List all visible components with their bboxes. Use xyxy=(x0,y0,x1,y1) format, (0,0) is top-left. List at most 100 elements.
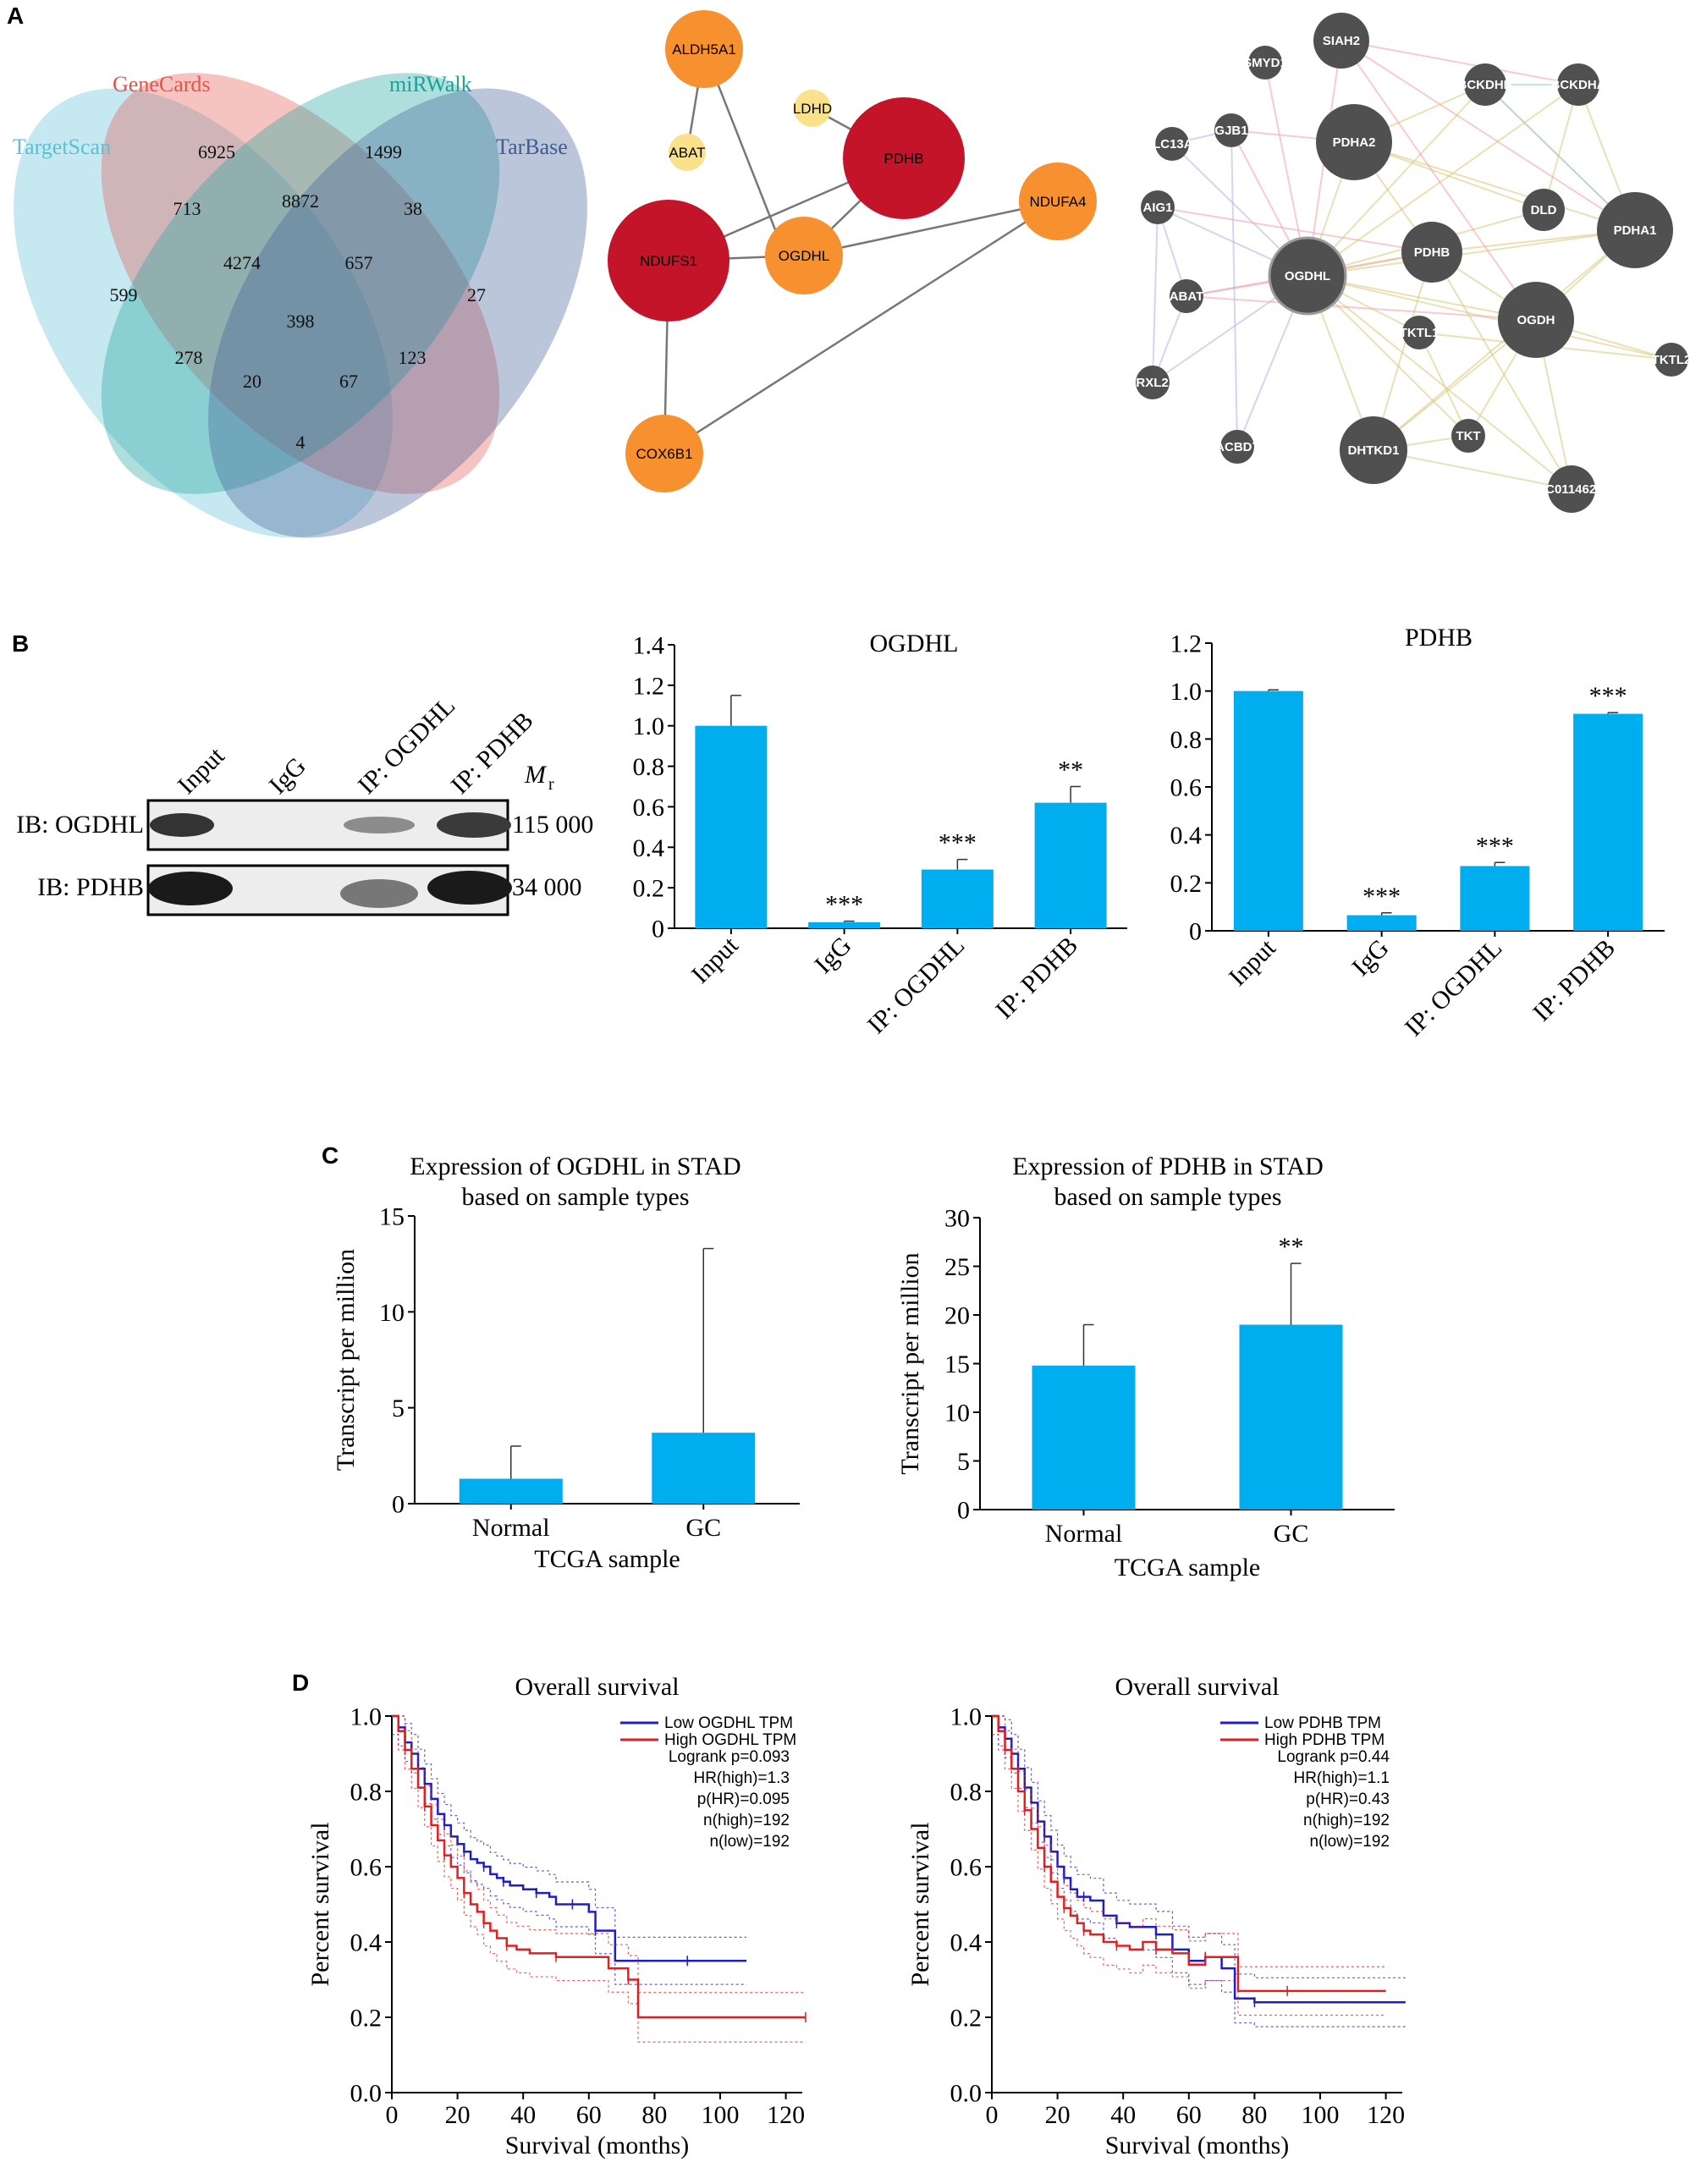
y-tick-label: 5 xyxy=(957,1448,970,1476)
y-tick-label: 0.4 xyxy=(950,1929,983,1957)
venn-label-mirwalk: miRWalk xyxy=(389,72,472,96)
bar-chart-pdhb-stad: 0 5 10 15 20 25 30 Normal ** GC Expression of PDHB… xyxy=(896,1153,1395,1582)
node-label: LDHD xyxy=(793,101,832,117)
venn-count: 657 xyxy=(345,252,373,273)
stat-text: HR(high)=1.1 xyxy=(1293,1769,1390,1787)
x-axis-label: TCGA sample xyxy=(1115,1554,1261,1582)
y-tick-label: 0.8 xyxy=(350,1779,383,1807)
chart-title: Overall survival xyxy=(515,1673,679,1701)
y-tick-label: 1.4 xyxy=(633,632,665,660)
category-label: IP: PDHB xyxy=(1528,934,1621,1027)
node-prxl2a[interactable] xyxy=(1136,366,1170,399)
node-pdha2[interactable] xyxy=(1316,104,1392,180)
node-ldhd[interactable] xyxy=(794,90,831,127)
node-bckdha[interactable] xyxy=(1557,63,1599,106)
y-tick-label: 1.0 xyxy=(350,1703,383,1731)
y-tick-label: 25 xyxy=(944,1253,970,1281)
venn-count: 27 xyxy=(467,284,486,305)
bar xyxy=(1032,1365,1136,1510)
node-label: ALDH5A1 xyxy=(672,41,736,58)
mr-subscript: r xyxy=(548,775,554,794)
venn-count: 4 xyxy=(296,432,306,453)
node-label: OGDHL xyxy=(1285,269,1330,283)
bar xyxy=(695,725,768,928)
y-axis-label: Percent survival xyxy=(906,1822,934,1986)
node-ogdh[interactable] xyxy=(1498,282,1574,358)
y-tick-label: 0.6 xyxy=(633,794,665,822)
node-tkt[interactable] xyxy=(1451,419,1485,453)
node-ogdhl[interactable] xyxy=(765,217,843,294)
node-label: GJB1 xyxy=(1214,124,1247,138)
x-tick-label: 100 xyxy=(1302,2101,1340,2129)
node-dld[interactable] xyxy=(1522,189,1565,231)
node-acbd7[interactable] xyxy=(1220,430,1254,464)
mr-label: M xyxy=(524,761,548,789)
node-label: ACBD7 xyxy=(1215,440,1259,454)
node-label: SIAH2 xyxy=(1323,34,1360,48)
node-label: SMYD1 xyxy=(1243,56,1287,70)
legend-label: Low PDHB TPM xyxy=(1264,1714,1381,1732)
venn-count: 713 xyxy=(173,198,201,219)
x-tick-label: 40 xyxy=(510,2101,536,2129)
y-tick-label: 15 xyxy=(379,1203,405,1231)
node-dhtkd1[interactable] xyxy=(1340,416,1407,484)
band-pdhb-input xyxy=(148,872,233,905)
blot-mw-label: 34 000 xyxy=(512,873,582,901)
node-label: PDHB xyxy=(884,151,923,167)
node-slc13a1[interactable] xyxy=(1155,127,1189,161)
band-pdhb-ip-pdhb xyxy=(427,871,512,905)
node-siah2[interactable] xyxy=(1313,13,1369,69)
y-tick-label: 0.6 xyxy=(950,1854,983,1882)
confidence-band xyxy=(392,1715,747,1938)
lane-label: IgG xyxy=(264,752,311,800)
node-ogdhl-query[interactable] xyxy=(1268,236,1347,316)
venn-label-targetscan: TargetScan xyxy=(13,135,111,159)
x-axis-label: Survival (months) xyxy=(1105,2132,1290,2159)
node-abat[interactable] xyxy=(669,134,706,171)
node-cox6b1[interactable] xyxy=(625,415,703,492)
bar-chart-ogdhl-stad: 0 5 10 15 Normal GC Expression of OGDHL in STA… xyxy=(332,1153,800,1573)
node-label: PRXL2A xyxy=(1127,376,1177,390)
bar xyxy=(1233,690,1303,931)
category-label: IP: OGDHL xyxy=(1400,934,1508,1042)
x-tick-label: 0 xyxy=(386,2101,399,2129)
node-label: PDHB xyxy=(1414,245,1451,260)
category-label: Input xyxy=(1224,933,1282,992)
node-aig1[interactable] xyxy=(1141,190,1175,224)
legend-label: Low OGDHL TPM xyxy=(664,1714,793,1732)
y-tick-label: 20 xyxy=(944,1302,970,1330)
node-tktl2[interactable] xyxy=(1654,343,1688,377)
node-ndufs1[interactable] xyxy=(608,200,729,322)
node-label: BCKDHA xyxy=(1551,78,1606,92)
node-gjb1[interactable] xyxy=(1214,113,1248,147)
chart-title: Expression of OGDHL in STAD xyxy=(410,1153,740,1180)
y-axis-label: Transcript per million xyxy=(332,1249,360,1471)
stat-text: Logrank p=0.44 xyxy=(1277,1748,1390,1766)
bar xyxy=(1034,802,1107,928)
y-tick-label: 1.2 xyxy=(1170,630,1203,658)
node-pdhb[interactable] xyxy=(1401,222,1462,283)
node-tktl1[interactable] xyxy=(1402,316,1436,349)
bar-chart-pdhb-coip: 0 0.2 0.4 0.6 0.8 1.0 1.2 Input *** IgG *** IP: OGD… xyxy=(1170,624,1665,1042)
node-label: PDHA1 xyxy=(1614,223,1657,238)
category-label: IP: OGDHL xyxy=(862,932,971,1040)
node-label: TKTL1 xyxy=(1400,326,1440,340)
stat-text: n(high)=192 xyxy=(1303,1812,1390,1829)
node-ac011462-1[interactable] xyxy=(1548,465,1595,513)
node-label: COX6B1 xyxy=(636,446,692,462)
node-label: TKT xyxy=(1456,429,1480,443)
node-pdhb[interactable] xyxy=(843,97,965,219)
venn-ellipse-mirwalk xyxy=(101,73,500,494)
y-tick-label: 0.2 xyxy=(950,2005,983,2033)
node-smyd1[interactable] xyxy=(1248,46,1282,80)
node-ndufa4[interactable] xyxy=(1019,162,1097,240)
category-label: IP: PDHB xyxy=(990,932,1083,1025)
node-abat[interactable] xyxy=(1170,279,1203,313)
x-tick-label: 0 xyxy=(986,2101,999,2129)
node-aldh5a1[interactable] xyxy=(665,10,743,88)
lane-label: Input xyxy=(173,741,231,800)
x-tick-label: 80 xyxy=(641,2101,667,2129)
y-tick-label: 0.8 xyxy=(1170,726,1203,754)
node-bckdhb[interactable] xyxy=(1464,63,1506,106)
node-pdha1[interactable] xyxy=(1597,192,1673,268)
